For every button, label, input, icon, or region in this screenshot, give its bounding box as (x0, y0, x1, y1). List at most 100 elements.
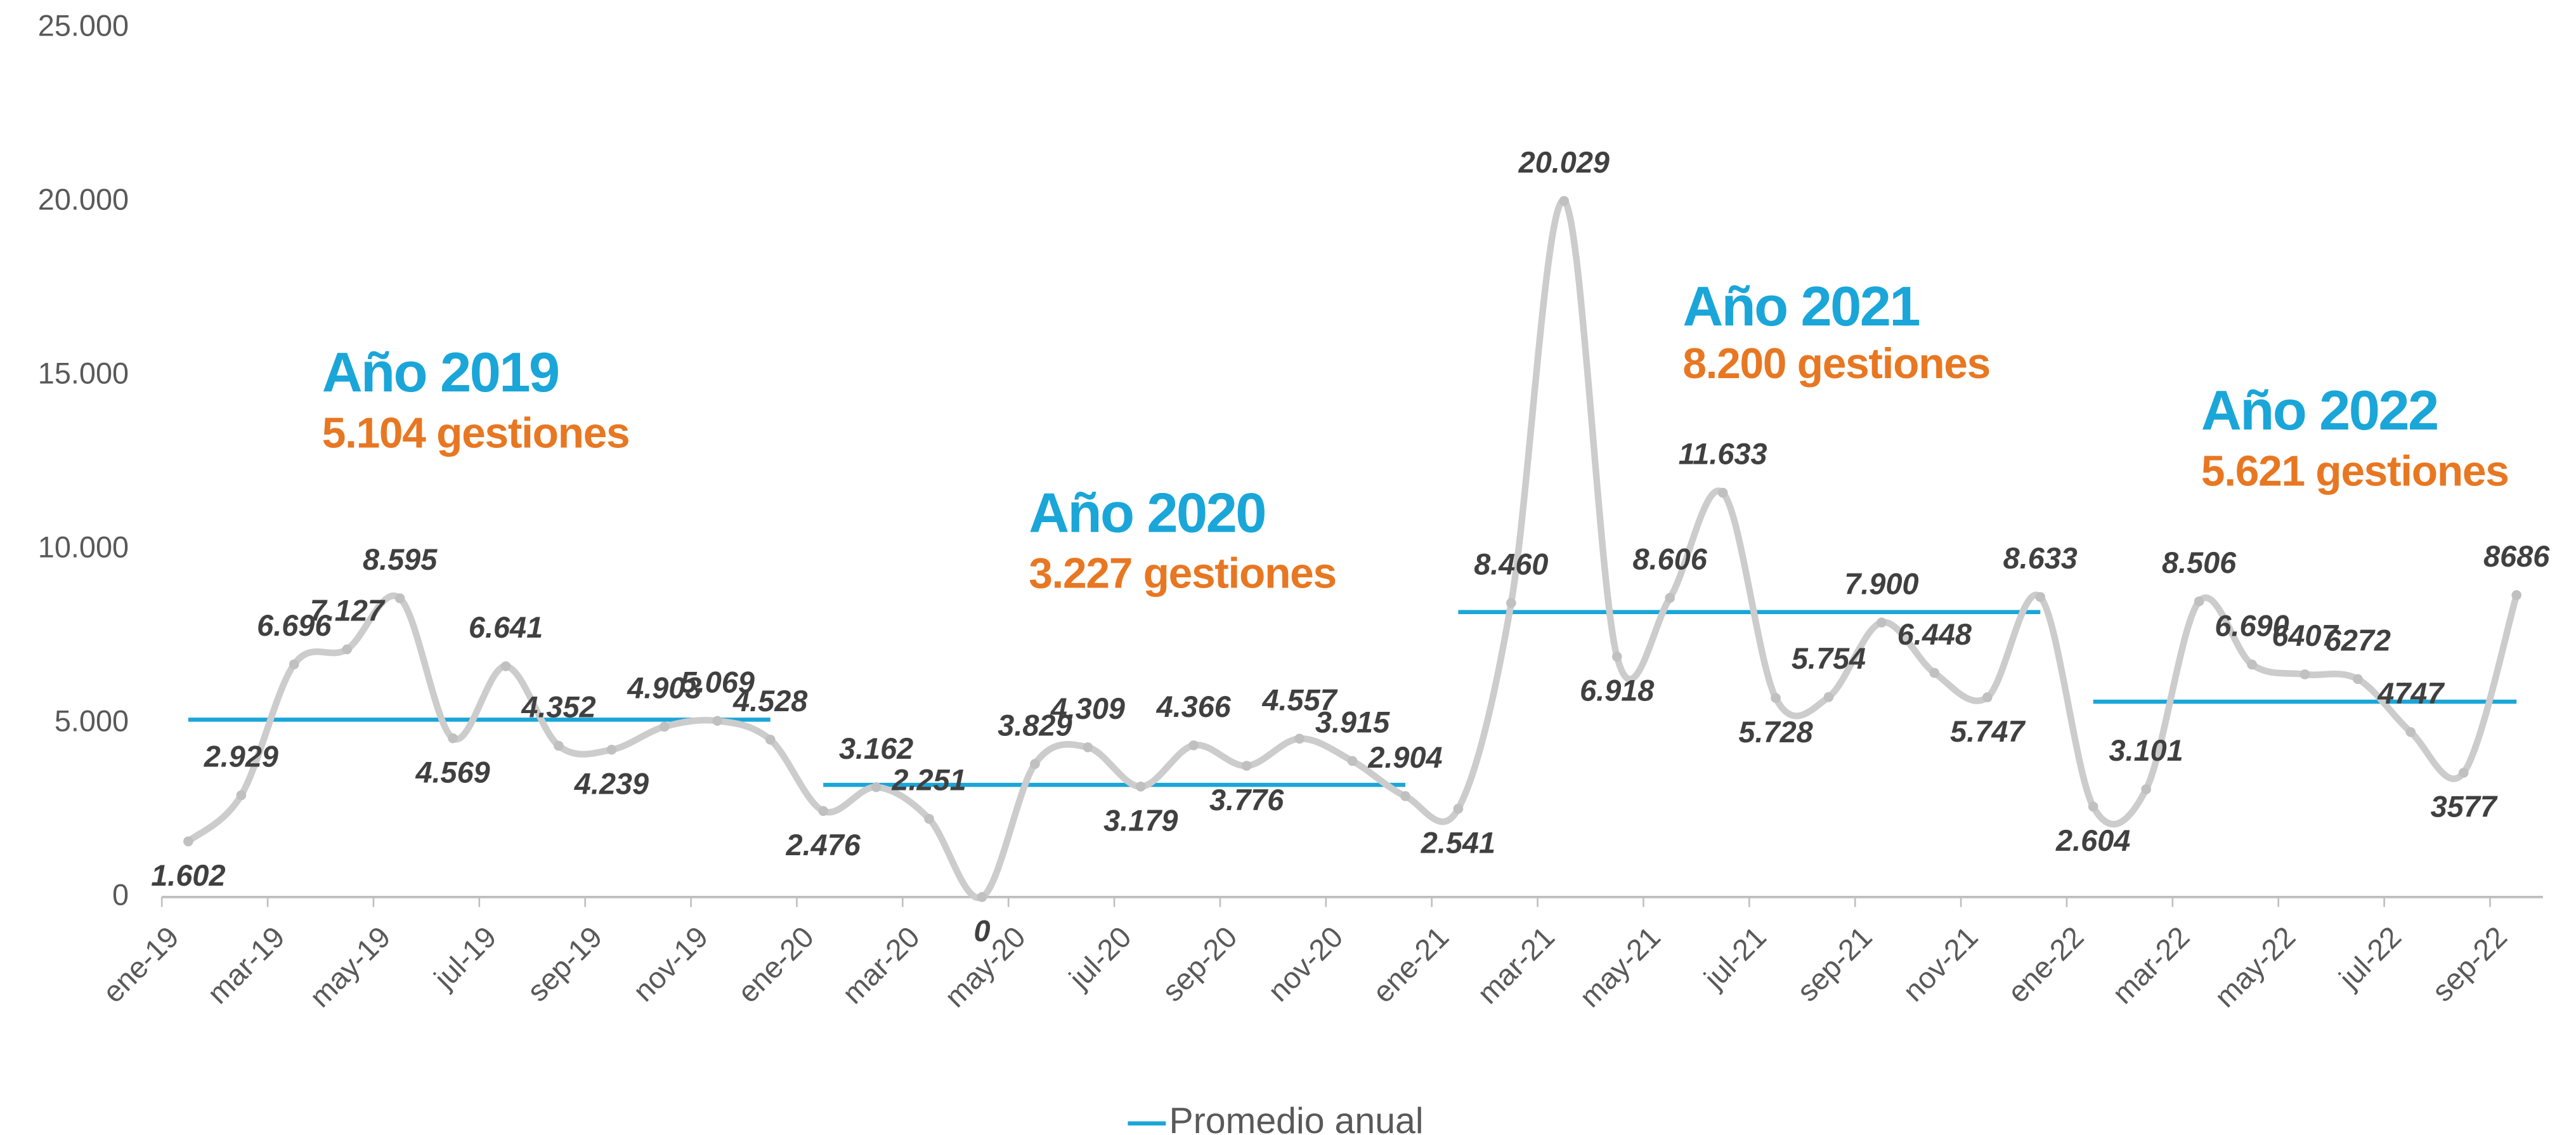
data-label: 4.366 (1156, 690, 1232, 723)
x-tick-label: jul-19 (427, 920, 502, 995)
data-label: 8.633 (2003, 542, 2078, 575)
data-label: 7.127 (310, 594, 386, 627)
x-tick-label: mar-21 (1471, 920, 1561, 1010)
x-tick-label: mar-22 (2106, 920, 2196, 1010)
data-point (871, 782, 881, 792)
data-label: 8.606 (1633, 543, 1708, 576)
data-label: 5.069 (680, 666, 755, 699)
y-tick-label: 15.000 (38, 357, 129, 390)
year-title: Año 2021 (1682, 275, 1919, 338)
data-label: 2.929 (204, 740, 278, 773)
x-tick-label: mar-20 (836, 920, 926, 1010)
x-tick-label: nov-21 (1897, 920, 1984, 1007)
data-point (1665, 593, 1675, 603)
data-point (606, 744, 617, 755)
x-tick-label: sep-19 (521, 920, 608, 1007)
data-point (1030, 759, 1040, 770)
data-point (236, 790, 247, 801)
year-average: 8.200 gestiones (1682, 340, 1990, 388)
data-label: 6.918 (1580, 674, 1654, 707)
data-label: 4.352 (521, 691, 595, 724)
data-point (1877, 617, 1887, 627)
data-point (818, 806, 828, 817)
data-point (2141, 784, 2151, 794)
data-point (1347, 756, 1358, 766)
data-point (448, 733, 458, 744)
data-point (2353, 674, 2363, 685)
data-point (1929, 667, 1940, 678)
data-point (2247, 659, 2257, 670)
x-tick-label: nov-20 (1261, 920, 1349, 1007)
data-label: 6.641 (469, 611, 543, 644)
x-tick-label: mar-19 (201, 920, 291, 1010)
year-title: Año 2022 (2201, 379, 2438, 442)
x-tick-label: may-19 (303, 920, 396, 1013)
y-tick-label: 10.000 (38, 530, 129, 563)
data-label: 4.239 (574, 767, 649, 800)
x-tick-label: ene-21 (1366, 920, 1455, 1009)
data-label: 5.754 (1792, 642, 1866, 675)
data-point (2194, 596, 2204, 607)
data-label: 2.904 (1367, 741, 1442, 774)
data-label: 4.569 (415, 756, 490, 789)
x-tick-label: jul-20 (1062, 920, 1138, 995)
data-label: 3.179 (1103, 804, 1178, 837)
data-label: 8686 (2483, 540, 2550, 573)
data-point (1241, 761, 1252, 771)
x-tick-label: may-21 (1573, 920, 1667, 1013)
data-label: 3577 (2431, 791, 2498, 823)
data-point (1717, 487, 1728, 498)
data-point (500, 661, 511, 671)
data-point (1611, 652, 1622, 662)
x-tick-label: sep-20 (1156, 920, 1244, 1007)
x-tick-label: sep-22 (2426, 920, 2513, 1007)
year-average: 5.621 gestiones (2201, 447, 2509, 495)
x-tick-label: nov-19 (627, 920, 714, 1007)
data-label: 11.633 (1679, 438, 1767, 471)
data-point (1823, 692, 1834, 702)
x-tick-label: ene-22 (2001, 920, 2090, 1009)
data-label: 2.604 (2055, 824, 2130, 857)
data-point (289, 659, 299, 669)
y-tick-label: 25.000 (38, 10, 129, 43)
data-point (342, 644, 353, 655)
data-point (394, 593, 405, 603)
data-label: 3.776 (1209, 784, 1284, 817)
data-label: 7.900 (1844, 567, 1918, 600)
data-point (660, 721, 670, 732)
data-label: 20.029 (1518, 146, 1610, 179)
y-tick-label: 20.000 (38, 183, 129, 216)
data-point (924, 813, 934, 824)
data-label: 2.541 (1421, 826, 1495, 859)
data-label: 4.528 (732, 685, 807, 718)
data-point (2511, 590, 2522, 600)
year-title: Año 2019 (322, 341, 559, 403)
x-tick-label: may-22 (2208, 920, 2301, 1013)
legend-label: Promedio anual (1169, 1101, 1424, 1135)
data-label: 6.448 (1897, 618, 1972, 651)
data-label: 4.309 (1050, 692, 1125, 725)
data-point (977, 892, 987, 902)
data-label: 5.747 (1950, 715, 2026, 748)
data-point (2300, 669, 2310, 679)
data-point (712, 716, 723, 726)
data-point (1506, 598, 1516, 608)
data-point (1453, 803, 1464, 814)
data-point (1083, 742, 1093, 752)
data-point (2405, 727, 2416, 737)
data-label: 6407 (2272, 619, 2339, 652)
y-tick-label: 0 (112, 878, 129, 911)
data-point (765, 735, 776, 745)
data-label: 4.557 (1261, 683, 1337, 716)
data-point (1400, 791, 1410, 801)
x-tick-label: ene-20 (731, 920, 820, 1009)
data-point (1982, 692, 1993, 702)
data-point (1188, 740, 1199, 751)
data-label: 3.829 (998, 709, 1072, 742)
data-label: 6.690 (2215, 610, 2289, 643)
data-label: 6.696 (257, 609, 332, 642)
data-label: 4.903 (627, 671, 701, 704)
data-label: 3.162 (839, 732, 913, 765)
data-point (1135, 781, 1146, 792)
